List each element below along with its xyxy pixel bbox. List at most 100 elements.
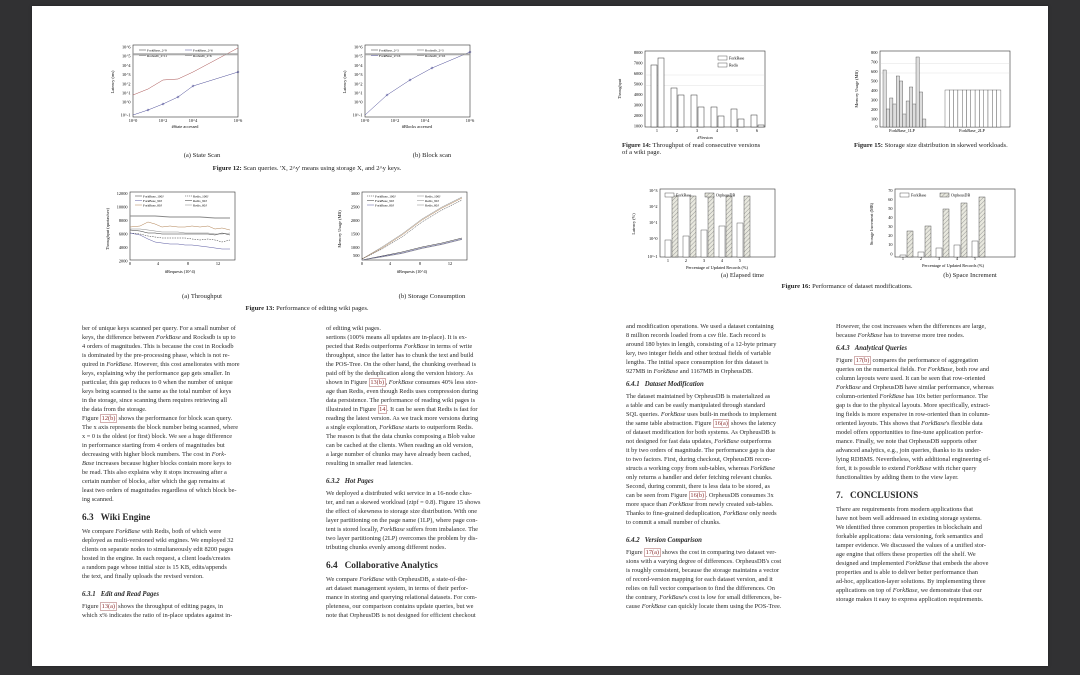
svg-text:Redis_90J: Redis_90J — [425, 199, 439, 203]
svg-text:ForkBase_90J: ForkBase_90J — [143, 199, 163, 203]
svg-text:5: 5 — [739, 258, 741, 263]
svg-text:10^1: 10^1 — [649, 220, 657, 225]
svg-text:7000: 7000 — [634, 61, 643, 66]
svg-text:10^5: 10^5 — [122, 54, 130, 59]
svg-text:8000: 8000 — [634, 50, 643, 55]
svg-text:1: 1 — [902, 256, 904, 261]
svg-text:10^3: 10^3 — [122, 72, 130, 77]
svg-text:Rocksdb_2^6: Rocksdb_2^6 — [193, 54, 212, 58]
svg-text:ForkBase_100J: ForkBase_100J — [375, 194, 396, 198]
svg-text:10^3: 10^3 — [354, 72, 362, 77]
svg-text:2: 2 — [676, 128, 678, 133]
svg-text:5: 5 — [736, 128, 738, 133]
svg-text:Percentage of Updated Records: Percentage of Updated Records (%) — [686, 265, 748, 270]
svg-text:500: 500 — [353, 253, 359, 258]
svg-text:4: 4 — [716, 128, 719, 133]
svg-text:2500: 2500 — [351, 205, 360, 210]
svg-text:Redis_100J: Redis_100J — [425, 194, 441, 198]
svg-text:5000: 5000 — [634, 82, 643, 87]
svg-text:Throughput (quotas/sec): Throughput (quotas/sec) — [105, 207, 110, 250]
svg-text:10^-1: 10^-1 — [121, 113, 131, 118]
svg-text:10^0: 10^0 — [649, 236, 657, 241]
svg-text:Redis_80J: Redis_80J — [193, 203, 207, 207]
svg-text:6000: 6000 — [634, 71, 643, 76]
svg-text:10000: 10000 — [117, 205, 128, 210]
svg-text:Rocksdb_2^16: Rocksdb_2^16 — [425, 54, 446, 58]
svg-text:#Requests (10^4): #Requests (10^4) — [397, 269, 428, 274]
svg-text:ForkBase_2^9: ForkBase_2^9 — [147, 48, 167, 52]
svg-text:200: 200 — [871, 107, 877, 112]
svg-text:10^6: 10^6 — [234, 118, 243, 123]
svg-text:4000: 4000 — [634, 92, 643, 97]
svg-text:60: 60 — [888, 197, 892, 202]
svg-text:70: 70 — [888, 188, 892, 193]
svg-text:6: 6 — [756, 128, 759, 133]
svg-text:ForkBase: ForkBase — [729, 56, 745, 61]
svg-text:ForkBase: ForkBase — [676, 193, 692, 198]
svg-text:12000: 12000 — [117, 191, 128, 196]
svg-text:8: 8 — [419, 261, 421, 266]
svg-text:300: 300 — [871, 98, 877, 103]
svg-text:0: 0 — [890, 252, 892, 257]
svg-text:10^4: 10^4 — [354, 63, 363, 68]
svg-text:4: 4 — [721, 258, 724, 263]
svg-text:12: 12 — [448, 261, 452, 266]
svg-text:Latency (ms): Latency (ms) — [342, 70, 347, 93]
svg-text:10^2: 10^2 — [354, 81, 362, 86]
svg-text:10^6: 10^6 — [122, 45, 131, 50]
svg-text:ForkBase_2LP: ForkBase_2LP — [959, 128, 985, 133]
svg-text:Redis: Redis — [729, 63, 739, 68]
svg-text:ForkBase_80J: ForkBase_80J — [375, 203, 395, 207]
svg-text:400: 400 — [871, 88, 877, 93]
svg-text:10^4: 10^4 — [122, 63, 131, 68]
svg-text:Latency (%): Latency (%) — [631, 213, 636, 235]
svg-text:1000: 1000 — [634, 124, 643, 129]
svg-text:Rocksdb_2^11: Rocksdb_2^11 — [147, 54, 167, 58]
svg-text:ForkBase: ForkBase — [911, 193, 927, 198]
svg-text:ForkBase_2^6: ForkBase_2^6 — [193, 48, 213, 52]
svg-text:ForkBase_80J: ForkBase_80J — [143, 203, 163, 207]
svg-text:3000: 3000 — [634, 103, 643, 108]
svg-text:1500: 1500 — [351, 232, 360, 237]
svg-text:2000: 2000 — [634, 113, 643, 118]
svg-text:10^6: 10^6 — [466, 118, 475, 123]
svg-text:10^6: 10^6 — [354, 45, 363, 50]
svg-text:Percentage of Updated Records: Percentage of Updated Records (%) — [922, 263, 984, 268]
svg-text:ForkBase_1LP: ForkBase_1LP — [889, 128, 915, 133]
svg-text:10^-1: 10^-1 — [353, 113, 363, 118]
svg-text:#Requests (10^4): #Requests (10^4) — [165, 269, 196, 274]
svg-text:Storage Increment (MB): Storage Increment (MB) — [869, 202, 874, 245]
svg-text:ForkBase_100J: ForkBase_100J — [143, 194, 164, 198]
svg-text:0: 0 — [129, 261, 131, 266]
svg-text:10^-1: 10^-1 — [648, 254, 658, 259]
svg-text:#Blocks accessed: #Blocks accessed — [402, 124, 433, 129]
svg-text:10^2: 10^2 — [649, 204, 657, 209]
svg-text:10^2: 10^2 — [391, 118, 399, 123]
svg-text:2000: 2000 — [351, 218, 360, 223]
svg-text:10^0: 10^0 — [129, 118, 137, 123]
svg-text:OrpheusDB: OrpheusDB — [716, 193, 735, 198]
svg-text:1: 1 — [667, 258, 669, 263]
svg-text:30: 30 — [888, 224, 892, 229]
svg-text:Redis_90J: Redis_90J — [193, 199, 207, 203]
svg-text:0: 0 — [361, 261, 363, 266]
svg-text:Rocksdb_2^3: Rocksdb_2^3 — [425, 48, 444, 52]
svg-text:10^2: 10^2 — [159, 118, 167, 123]
svg-text:100: 100 — [871, 117, 877, 122]
svg-text:2: 2 — [920, 256, 922, 261]
svg-text:Memory Usage (MB): Memory Usage (MB) — [337, 210, 342, 248]
svg-text:800: 800 — [871, 50, 877, 55]
svg-text:20: 20 — [888, 233, 892, 238]
svg-text:1000: 1000 — [351, 245, 360, 250]
svg-text:5: 5 — [974, 256, 976, 261]
svg-text:8: 8 — [187, 261, 189, 266]
svg-text:2000: 2000 — [119, 259, 128, 264]
svg-text:500: 500 — [871, 79, 877, 84]
svg-text:Memory Usage (MB): Memory Usage (MB) — [854, 70, 859, 108]
svg-text:#State accessed: #State accessed — [172, 124, 200, 129]
svg-text:4: 4 — [389, 261, 392, 266]
svg-text:Redis_80J: Redis_80J — [425, 203, 439, 207]
svg-text:10^2: 10^2 — [122, 81, 130, 86]
svg-text:4: 4 — [157, 261, 160, 266]
svg-text:10^4: 10^4 — [189, 118, 198, 123]
